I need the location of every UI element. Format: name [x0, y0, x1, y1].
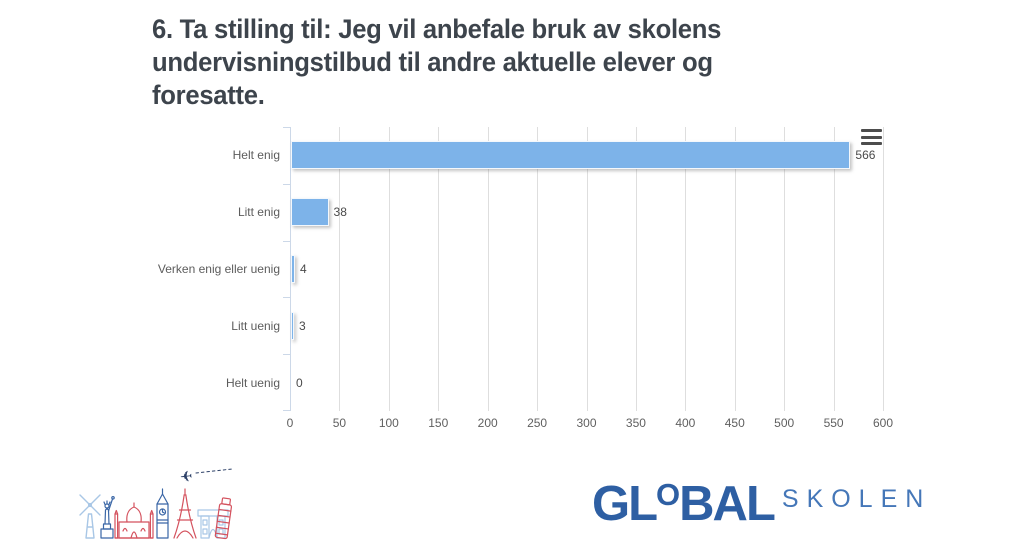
bar-verken-enig-eller-uenig[interactable] [291, 254, 295, 283]
chart-title-line: foresatte. [152, 80, 265, 110]
eiffel-tower-icon [173, 488, 197, 539]
gridline [784, 127, 786, 411]
x-axis-label: 0 [286, 416, 294, 430]
value-label: 4 [299, 261, 307, 276]
category-label: Litt uenig [231, 318, 280, 333]
bar-helt-enig[interactable] [291, 141, 851, 170]
x-axis-label: 300 [576, 416, 597, 430]
y-axis-tick [283, 410, 290, 411]
bar-litt-uenig[interactable] [291, 311, 294, 340]
value-label: 566 [855, 148, 876, 163]
taj-mahal-icon [114, 502, 154, 539]
category-label: Helt enig [232, 148, 280, 163]
value-label: 38 [333, 205, 347, 220]
bar-row: 4 [290, 241, 883, 298]
gridline [388, 127, 390, 411]
gridline [586, 127, 588, 411]
x-axis-label: 150 [428, 416, 449, 430]
plot-area [283, 127, 884, 411]
bar-litt-enig[interactable] [291, 198, 329, 227]
logo-letter-o: O [656, 477, 680, 512]
x-axis-label: 500 [774, 416, 795, 430]
y-axis-tick [283, 240, 290, 242]
bar-row: 566 [290, 127, 883, 184]
y-axis-line [290, 127, 291, 411]
hamburger-menu-icon [861, 142, 882, 145]
logo-word-skolen: SKOLEN [781, 485, 932, 513]
hamburger-menu-icon [861, 129, 882, 132]
gridline [685, 127, 687, 411]
category-label: Verken enig eller uenig [157, 261, 280, 276]
windmill-icon [79, 494, 101, 539]
gridline [734, 127, 736, 411]
x-axis-label: 350 [625, 416, 646, 430]
gridline [487, 127, 489, 411]
y-axis-tick [283, 127, 290, 128]
gridline [635, 127, 637, 411]
y-axis-tick [283, 297, 290, 299]
x-axis-label: 450 [724, 416, 745, 430]
pisa-tower-icon [214, 497, 233, 540]
gridline [438, 127, 440, 411]
globalskolen-logo: GLOBAL SKOLEN [592, 477, 932, 531]
bar-row: 0 [290, 354, 883, 411]
bar-row: 38 [290, 184, 883, 241]
gridline [883, 127, 884, 411]
landmarks-illustration: ✈ [79, 467, 233, 540]
x-axis-label: 600 [872, 416, 894, 430]
chart-title: 6. Ta stilling til: Jeg vil anbefale bru… [152, 13, 893, 112]
logo-word-global: GLOBAL [592, 477, 776, 531]
x-axis-label: 50 [332, 416, 347, 430]
big-ben-icon [156, 488, 169, 539]
bar-row: 3 [290, 297, 883, 354]
svg-text:✈: ✈ [179, 467, 193, 486]
hamburger-menu-icon [861, 135, 882, 139]
x-axis-label: 400 [675, 416, 696, 430]
gridline [833, 127, 835, 411]
x-axis-label: 100 [378, 416, 399, 430]
gridline [339, 127, 341, 411]
x-axis-label: 200 [477, 416, 498, 430]
y-axis-tick [283, 354, 290, 356]
value-label: 0 [296, 375, 303, 390]
x-axis-label: 550 [823, 416, 844, 430]
airplane-icon: ✈ [179, 467, 233, 486]
chart-title-line: 6. Ta stilling til: Jeg vil anbefale bru… [152, 14, 722, 44]
chart-title-line: undervisningstilbud til andre aktuelle e… [152, 47, 713, 77]
category-label: Litt enig [237, 205, 280, 220]
y-axis-tick [283, 183, 290, 185]
value-label: 3 [298, 318, 306, 333]
x-axis-label: 250 [527, 416, 548, 430]
category-label: Helt uenig [225, 375, 280, 390]
gridline [537, 127, 539, 411]
statue-of-liberty-icon [100, 495, 115, 539]
chart-menu-button[interactable] [861, 129, 882, 145]
